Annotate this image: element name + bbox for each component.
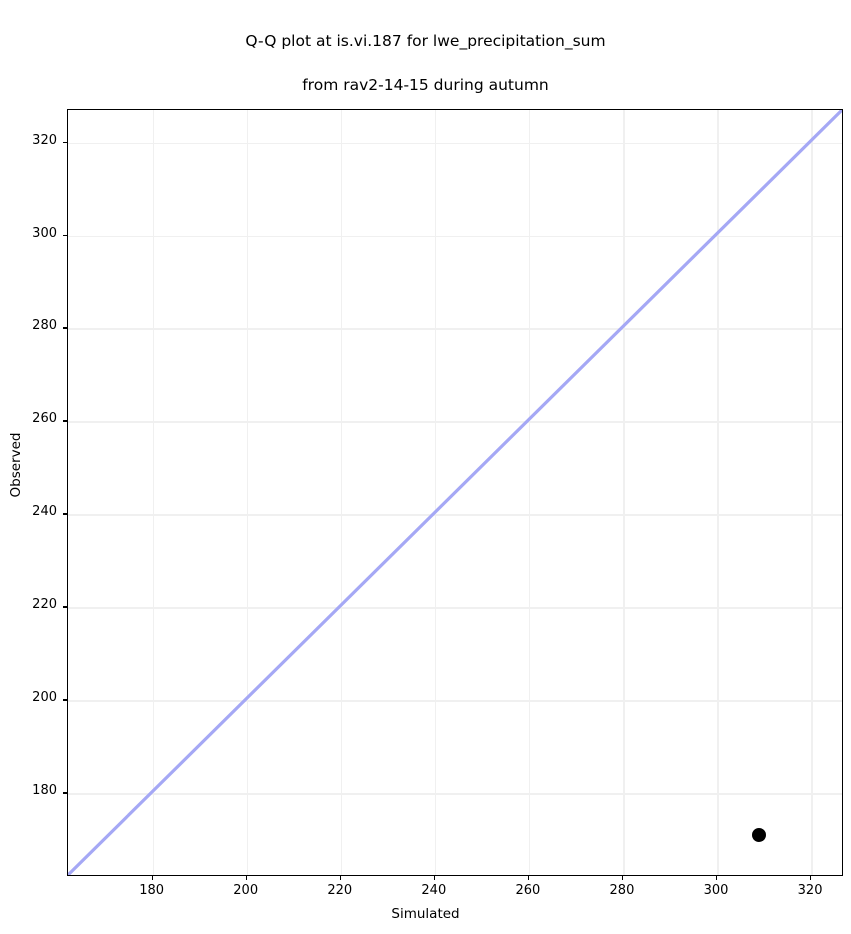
y-tick-mark bbox=[63, 141, 67, 143]
y-tick-label: 280 bbox=[32, 318, 57, 334]
chart-title-line-2: from rav2-14-15 during autumn bbox=[302, 76, 549, 94]
y-tick-label: 180 bbox=[32, 783, 57, 799]
x-tick-mark bbox=[151, 876, 153, 880]
x-tick-mark bbox=[810, 876, 812, 880]
gridline-horizontal bbox=[68, 328, 842, 331]
gridline-horizontal bbox=[68, 793, 842, 795]
x-tick-mark bbox=[339, 876, 342, 880]
y-tick-label: 320 bbox=[32, 132, 57, 148]
gridline-vertical bbox=[528, 110, 531, 875]
gridline-horizontal bbox=[68, 607, 842, 609]
gridline-horizontal bbox=[68, 142, 842, 145]
y-axis-label: Observed bbox=[8, 432, 24, 498]
gridline-horizontal bbox=[68, 235, 842, 238]
x-tick-mark bbox=[527, 876, 530, 880]
y-tick-mark bbox=[63, 513, 67, 515]
gridline-vertical bbox=[622, 110, 625, 875]
chart-title-line-1: Q-Q plot at is.vi.187 for lwe_precipitat… bbox=[245, 32, 606, 50]
y-tick-label: 240 bbox=[32, 504, 57, 520]
gridline-vertical bbox=[340, 110, 343, 875]
plot-area bbox=[67, 109, 843, 876]
identity-reference-line bbox=[68, 110, 842, 875]
gridline-vertical bbox=[434, 110, 437, 875]
gridline-vertical bbox=[811, 110, 813, 875]
y-tick-mark bbox=[63, 327, 67, 329]
data-point bbox=[752, 828, 767, 843]
y-tick-mark bbox=[63, 606, 67, 608]
x-tick-label: 200 bbox=[233, 883, 259, 898]
x-tick-label: 300 bbox=[703, 883, 729, 898]
y-tick-label: 260 bbox=[32, 411, 57, 427]
x-tick-mark bbox=[716, 876, 718, 880]
gridline-horizontal bbox=[68, 514, 842, 516]
gridline-vertical bbox=[152, 110, 155, 875]
x-axis-label: Simulated bbox=[391, 906, 460, 922]
y-tick-label: 220 bbox=[32, 597, 57, 613]
y-tick-mark bbox=[63, 792, 67, 794]
x-tick-mark bbox=[433, 876, 436, 880]
page-title: Q-Q plot at is.vi.187 for lwe_precipitat… bbox=[0, 8, 851, 96]
y-tick-mark bbox=[63, 699, 67, 701]
x-tick-label: 280 bbox=[609, 883, 635, 898]
x-tick-label: 260 bbox=[515, 883, 541, 898]
gridline-horizontal bbox=[68, 421, 842, 424]
y-tick-label: 300 bbox=[32, 225, 57, 241]
x-tick-mark bbox=[245, 876, 247, 880]
x-tick-label: 240 bbox=[421, 883, 447, 898]
y-tick-label: 200 bbox=[32, 690, 57, 706]
x-tick-label: 320 bbox=[797, 883, 823, 898]
gridline-vertical bbox=[246, 110, 249, 875]
y-tick-mark bbox=[63, 234, 67, 236]
x-tick-label: 220 bbox=[327, 883, 353, 898]
x-tick-label: 180 bbox=[139, 883, 165, 898]
x-tick-mark bbox=[621, 876, 624, 880]
gridline-vertical bbox=[717, 110, 719, 875]
y-tick-mark bbox=[63, 420, 67, 422]
gridline-horizontal bbox=[68, 700, 842, 702]
